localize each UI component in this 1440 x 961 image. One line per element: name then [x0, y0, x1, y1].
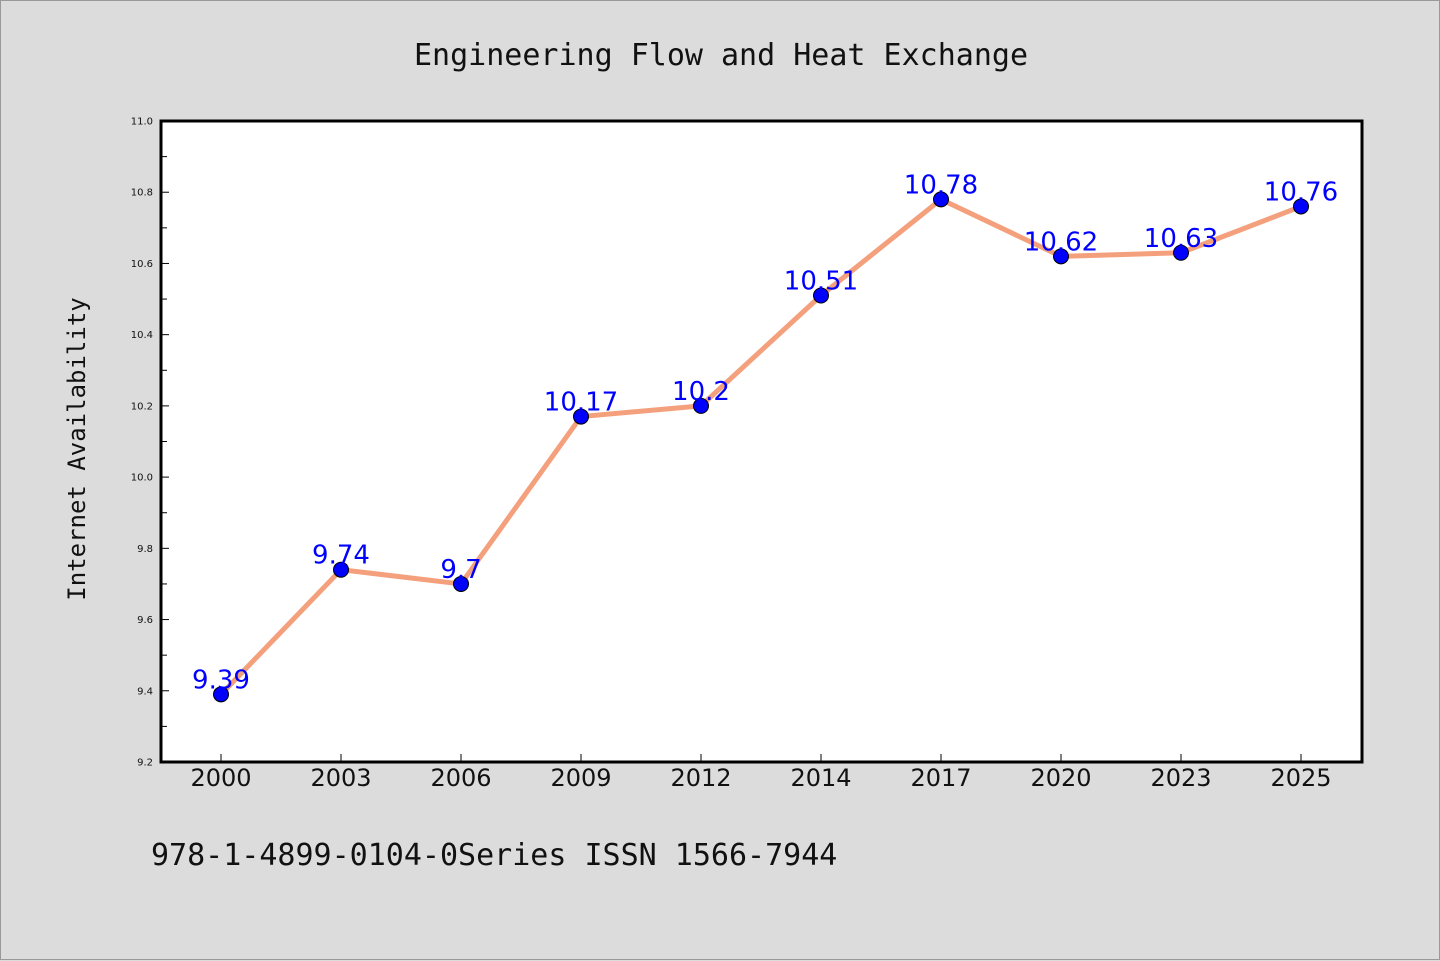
data-point-marker [813, 287, 829, 304]
x-tick-label: 2006 [430, 764, 491, 792]
x-tick-label: 2017 [910, 764, 971, 792]
data-point-marker [1293, 198, 1309, 215]
y-tick-label: 10.0 [131, 473, 153, 484]
x-tick-label: 2009 [550, 764, 611, 792]
x-tick-label: 2014 [790, 764, 851, 792]
x-tick-label: 2023 [1150, 764, 1211, 792]
data-point-marker [573, 408, 589, 425]
data-label: 10.63 [1144, 224, 1218, 254]
series-line-group [213, 191, 1309, 703]
footer-isbn-text: 978-1-4899-0104-0Series ISSN 1566-7944 [151, 838, 837, 873]
y-tick-label: 9.8 [137, 544, 153, 555]
plot-area [159, 119, 1364, 764]
x-tick-label: 2020 [1030, 764, 1091, 792]
x-tick-label: 2012 [670, 764, 731, 792]
data-label: 10.78 [904, 170, 978, 200]
x-tick-label: 2025 [1270, 764, 1331, 792]
data-point-marker [213, 686, 229, 703]
y-tick-label: 10.4 [131, 330, 153, 341]
y-tick-label: 9.6 [137, 615, 153, 626]
data-label: 10.51 [784, 266, 858, 296]
data-label: 10.76 [1264, 177, 1338, 207]
y-tick-label: 10.8 [131, 188, 153, 199]
y-tick-label: 9.4 [137, 686, 153, 697]
data-label: 10.62 [1024, 227, 1098, 257]
x-tick-label: 2003 [310, 764, 371, 792]
data-point-marker [453, 575, 469, 592]
y-axis: 9.2 9.4 9.6 9.8 10.0 10.2 10.4 10.6 10.8 11.0 [131, 117, 169, 769]
data-label: 9.39 [192, 665, 250, 695]
data-point-marker [1053, 248, 1069, 265]
data-label: 10.17 [544, 388, 618, 418]
y-tick-label: 10.6 [131, 259, 153, 270]
x-tick-label: 2000 [190, 764, 251, 792]
data-label: 10.2 [672, 377, 730, 407]
y-tick-label: 11.0 [131, 117, 153, 128]
y-axis-label: Internet Availability [63, 297, 91, 600]
data-label-group: 9.39 9.74 9.7 10.17 10.2 10.51 10.78 10.62 10.63… [192, 170, 1338, 695]
data-point-marker [1173, 244, 1189, 261]
data-point-marker [933, 191, 949, 208]
series-line [218, 196, 1304, 697]
data-point-marker [693, 397, 709, 414]
chart-title: Engineering Flow and Heat Exchange [414, 38, 1028, 73]
y-tick-label: 10.2 [131, 401, 153, 412]
data-label: 9.74 [312, 541, 370, 571]
y-tick-label: 9.2 [137, 758, 153, 769]
x-axis: 2000 2003 2006 2009 2012 2014 2017 2020 2023 2025 [190, 754, 1332, 792]
data-point-marker [333, 561, 349, 578]
data-label: 9.7 [440, 555, 481, 585]
